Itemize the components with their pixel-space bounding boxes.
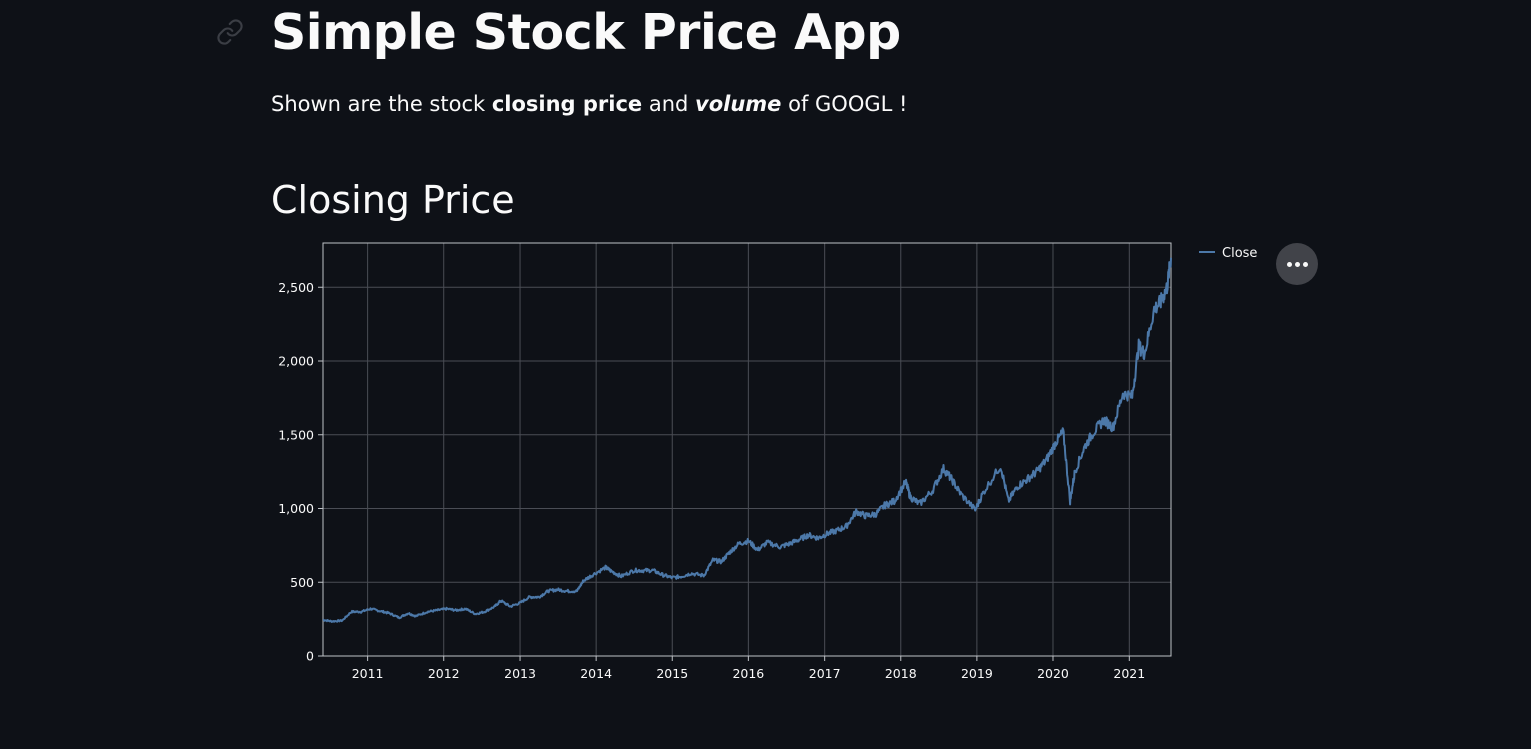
y-tick-label: 500 — [290, 575, 314, 590]
page-title: Simple Stock Price App — [271, 4, 901, 61]
x-tick-label: 2012 — [428, 666, 460, 681]
menu-dot — [1302, 261, 1308, 267]
y-tick-label: 1,500 — [278, 427, 314, 442]
x-tick-label: 2019 — [961, 666, 993, 681]
series-line-close — [322, 257, 1172, 623]
y-tick-label: 2,500 — [278, 280, 314, 295]
subtitle-emphasis-volume: volume — [695, 92, 782, 116]
legend-label-close: Close — [1222, 246, 1257, 261]
menu-dot — [1294, 261, 1300, 267]
x-tick-label: 2011 — [352, 666, 384, 681]
x-tick-label: 2015 — [656, 666, 688, 681]
y-tick-label: 1,000 — [278, 501, 314, 516]
x-tick-label: 2017 — [809, 666, 841, 681]
chart-menu-button[interactable] — [1276, 243, 1318, 285]
x-tick-label: 2021 — [1113, 666, 1145, 681]
menu-dot — [1286, 261, 1292, 267]
y-tick-label: 0 — [306, 649, 314, 664]
x-tick-label: 2014 — [580, 666, 612, 681]
plot-frame — [322, 242, 1172, 657]
x-tick-label: 2020 — [1037, 666, 1069, 681]
subtitle-emphasis-closing-price: closing price — [491, 92, 643, 116]
subtitle-text: and — [642, 92, 696, 116]
subtitle-text: Shown are the stock — [271, 92, 492, 116]
x-tick-label: 2016 — [732, 666, 764, 681]
y-tick-label: 2,000 — [278, 354, 314, 369]
subtitle-text: of GOOGL ! — [781, 92, 908, 116]
x-tick-label: 2013 — [504, 666, 536, 681]
link-icon[interactable] — [216, 18, 244, 46]
x-tick-label: 2018 — [885, 666, 917, 681]
section-title: Closing Price — [271, 178, 515, 222]
page-subtitle: Shown are the stock closing price and vo… — [271, 89, 907, 119]
